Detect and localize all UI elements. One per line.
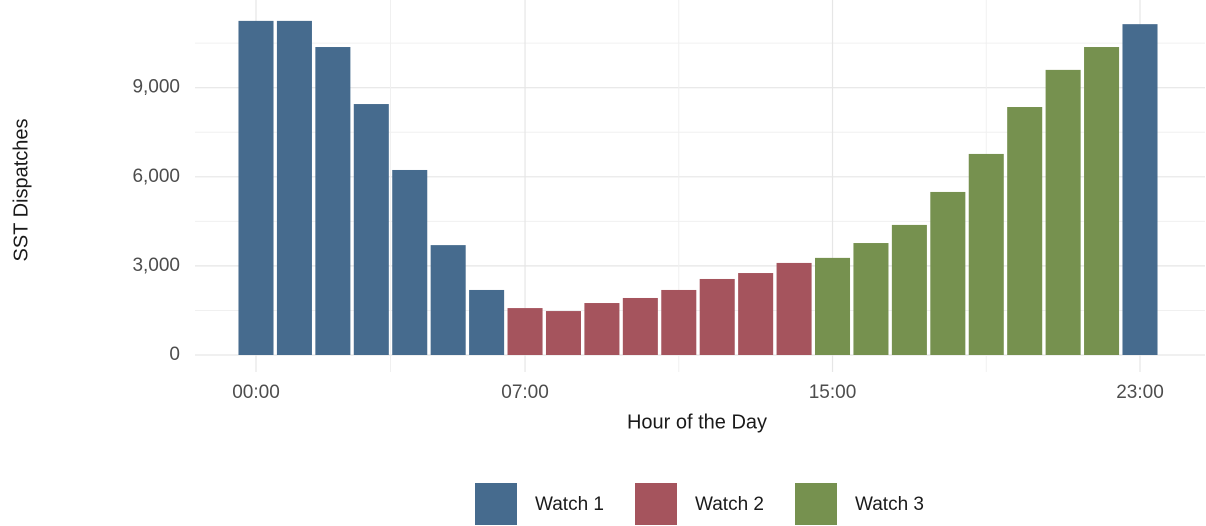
x-tick-label: 07:00 (501, 382, 549, 403)
y-tick-label: 0 (169, 344, 180, 365)
bar (1084, 47, 1120, 356)
bar (276, 20, 312, 356)
bar (853, 243, 889, 355)
bar (738, 273, 774, 355)
bar (930, 191, 966, 355)
bars (238, 20, 1158, 356)
bar (1122, 24, 1158, 356)
bar (353, 104, 389, 355)
x-tick-label: 15:00 (809, 382, 857, 403)
bar (507, 308, 543, 355)
legend-swatch (635, 483, 677, 525)
bar (1007, 107, 1043, 355)
x-tick-label: 00:00 (232, 382, 280, 403)
bar (968, 153, 1004, 355)
legend: Watch 1 Watch 2 Watch 3 (475, 483, 924, 525)
y-tick-label: 9,000 (132, 77, 180, 98)
legend-swatch (475, 483, 517, 525)
legend-label: Watch 1 (535, 494, 604, 515)
bar (469, 289, 505, 355)
bar (392, 169, 428, 355)
y-tick-label: 3,000 (132, 255, 180, 276)
legend-label: Watch 2 (695, 494, 764, 515)
x-axis-title: Hour of the Day (627, 411, 767, 433)
legend-swatch (795, 483, 837, 525)
bar (238, 20, 274, 356)
bar (430, 245, 466, 355)
legend-label: Watch 3 (855, 494, 924, 515)
y-tick-label: 6,000 (132, 166, 180, 187)
bar (315, 47, 351, 356)
bar (815, 257, 851, 355)
bar (891, 224, 927, 355)
bar (584, 303, 620, 355)
y-axis-title: SST Dispatches (10, 118, 32, 261)
bar (661, 289, 697, 355)
x-tick-label: 23:00 (1116, 382, 1164, 403)
bar (622, 297, 658, 355)
bar (699, 278, 735, 355)
bar (776, 262, 812, 355)
bar (1045, 69, 1081, 356)
bar (545, 311, 581, 355)
